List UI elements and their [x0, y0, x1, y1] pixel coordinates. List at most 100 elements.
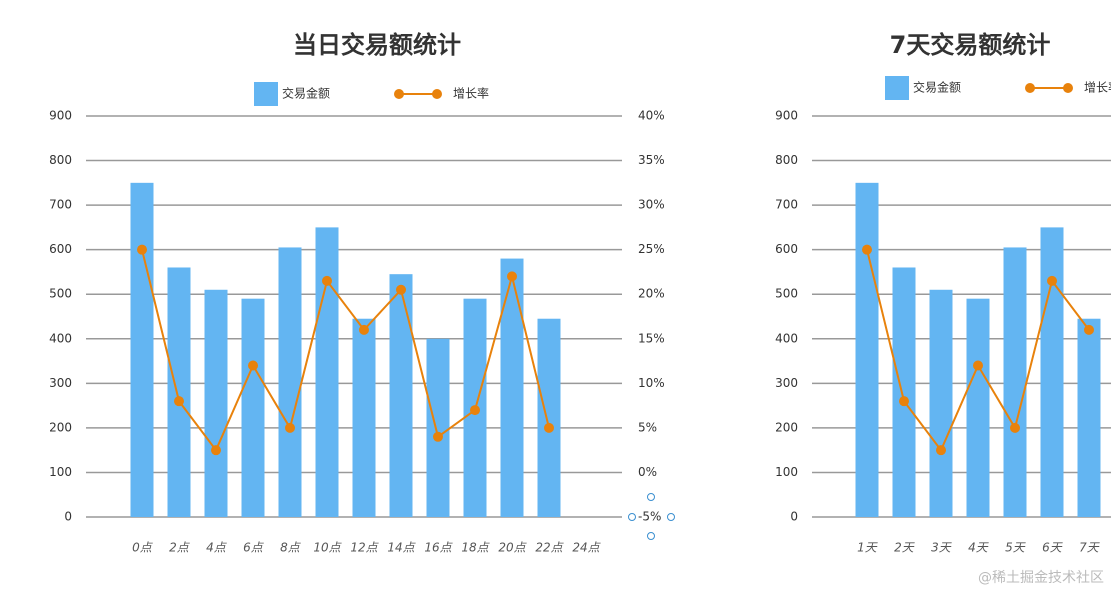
- bar: [537, 318, 561, 517]
- line-point: [1010, 422, 1020, 433]
- x-tick-label: 2点: [169, 541, 191, 555]
- bar: [389, 274, 413, 517]
- legend-swatch: [432, 89, 442, 99]
- line-point: [470, 405, 480, 416]
- line-point: [1084, 324, 1094, 335]
- y-tick-label: 200: [775, 420, 798, 434]
- legend-swatch: [1025, 83, 1035, 93]
- bar: [241, 298, 265, 517]
- watermark: @稀土掘金技术社区: [978, 570, 1104, 586]
- legend-swatch: [1063, 83, 1073, 93]
- x-tick-label: 4天: [968, 541, 990, 555]
- y2-tick-label: 0%: [638, 465, 657, 479]
- bar: [426, 338, 450, 517]
- bar: [278, 247, 302, 517]
- resize-handles: [628, 493, 675, 540]
- line-point: [359, 324, 369, 335]
- x-tick-label: 1天: [857, 541, 879, 555]
- x-tick-label: 24点: [572, 541, 601, 555]
- legend-swatch: [254, 82, 278, 106]
- y-tick-label: 900: [775, 109, 798, 123]
- y2-tick-label: -5%: [638, 510, 661, 524]
- legend-label: 增长率: [453, 86, 489, 101]
- x-tick-label: 6天: [1042, 541, 1064, 555]
- y-tick-label: 500: [775, 287, 798, 301]
- x-tick-label: 4点: [206, 541, 228, 555]
- bar: [1003, 247, 1027, 517]
- line-point: [507, 271, 517, 282]
- y-tick-label: 300: [775, 376, 798, 390]
- y2-tick-label: 25%: [638, 242, 665, 256]
- line-point: [322, 275, 332, 286]
- y-tick-label: 0: [64, 510, 72, 524]
- legend-swatch: [885, 76, 909, 100]
- chart-title: 7天交易额统计: [890, 31, 1051, 59]
- x-tick-label: 2天: [894, 541, 916, 555]
- y-tick-label: 600: [49, 242, 72, 256]
- x-tick-label: 10点: [313, 541, 342, 555]
- x-tick-label: 20点: [498, 541, 527, 555]
- y2-tick-label: 15%: [638, 331, 665, 345]
- legend-label: 增长率: [1084, 80, 1111, 95]
- y-tick-label: 400: [49, 331, 72, 345]
- line-point: [936, 445, 946, 456]
- line-point: [973, 360, 983, 371]
- x-tick-label: 16点: [424, 541, 453, 555]
- y2-tick-label: 20%: [638, 287, 665, 301]
- y-tick-label: 900: [49, 109, 72, 123]
- line-point: [285, 422, 295, 433]
- y-tick-label: 400: [775, 331, 798, 345]
- x-tick-label: 18点: [461, 541, 490, 555]
- x-tick-label: 6点: [243, 541, 265, 555]
- line-point: [248, 360, 258, 371]
- bar: [929, 289, 953, 517]
- y-tick-label: 500: [49, 287, 72, 301]
- y2-tick-label: 5%: [638, 420, 657, 434]
- bar: [204, 289, 228, 517]
- y-tick-label: 800: [49, 153, 72, 167]
- y-tick-label: 800: [775, 153, 798, 167]
- y-tick-label: 100: [775, 465, 798, 479]
- y2-tick-label: 10%: [638, 376, 665, 390]
- x-tick-label: 7天: [1079, 541, 1101, 555]
- line-point: [137, 244, 147, 255]
- y2-tick-label: 30%: [638, 198, 665, 212]
- y-tick-label: 600: [775, 242, 798, 256]
- line: [141, 249, 550, 453]
- x-tick-label: 8点: [280, 541, 302, 555]
- line-point: [1047, 275, 1057, 286]
- bar: [966, 298, 990, 517]
- x-tick-label: 12点: [350, 541, 379, 555]
- bar: [855, 182, 879, 518]
- y-tick-label: 0: [790, 510, 798, 524]
- bar: [167, 267, 191, 517]
- bar: [315, 227, 339, 517]
- line-point: [396, 284, 406, 295]
- y-tick-label: 100: [49, 465, 72, 479]
- line-point: [174, 396, 184, 407]
- bar: [130, 182, 154, 518]
- y-tick-label: 300: [49, 376, 72, 390]
- y2-tick-label: 35%: [638, 153, 665, 167]
- bar: [500, 258, 524, 517]
- x-tick-label: 14点: [387, 541, 416, 555]
- legend-label: 交易金额: [913, 80, 961, 95]
- line-point: [211, 445, 221, 456]
- legend-label: 交易金额: [282, 86, 330, 101]
- bar: [352, 318, 376, 517]
- line-point: [899, 396, 909, 407]
- y-tick-label: 700: [49, 198, 72, 212]
- y-tick-label: 200: [49, 420, 72, 434]
- bar: [1040, 227, 1064, 517]
- x-tick-label: 0点: [132, 541, 154, 555]
- x-tick-label: 5天: [1005, 541, 1027, 555]
- line-point: [433, 431, 443, 442]
- y2-tick-label: 40%: [638, 109, 665, 123]
- y-tick-label: 700: [775, 198, 798, 212]
- chart-title: 当日交易额统计: [293, 31, 461, 59]
- x-tick-label: 3天: [931, 541, 953, 555]
- legend-swatch: [394, 89, 404, 99]
- x-tick-label: 22点: [535, 541, 564, 555]
- line-point: [862, 244, 872, 255]
